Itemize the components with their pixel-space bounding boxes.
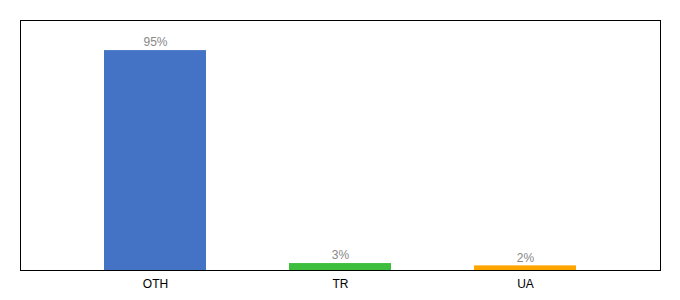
svg-text:TR: TR — [333, 277, 349, 291]
svg-text:UA: UA — [517, 277, 534, 291]
svg-text:95%: 95% — [143, 35, 167, 49]
svg-text:3%: 3% — [332, 248, 350, 262]
svg-text:OTH: OTH — [143, 277, 168, 291]
svg-text:2%: 2% — [517, 251, 535, 265]
